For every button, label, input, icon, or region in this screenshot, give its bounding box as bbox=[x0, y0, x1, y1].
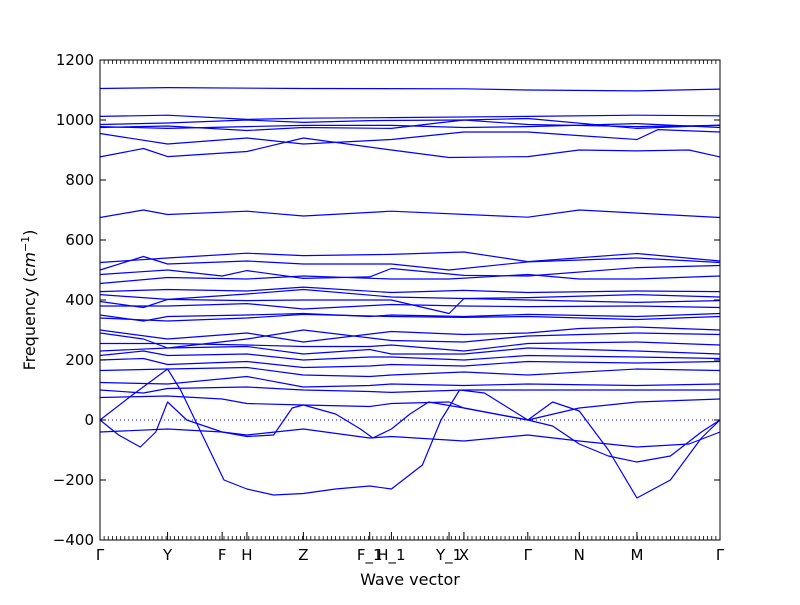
x-tick-label: X bbox=[459, 546, 469, 564]
y-tick-label: −400 bbox=[53, 531, 94, 549]
phonon-branch-1 bbox=[99, 87, 721, 92]
phonon-branch-22 bbox=[99, 345, 721, 355]
phonon-branch-6 bbox=[99, 129, 721, 145]
phonon-branch-31 bbox=[99, 368, 721, 499]
x-tick-label: Γ bbox=[524, 546, 533, 564]
phonon-branch-11 bbox=[99, 264, 721, 279]
phonon-branch-18 bbox=[99, 313, 721, 322]
x-tick-label: F bbox=[218, 546, 227, 564]
x-tick-label: Γ bbox=[716, 546, 725, 564]
x-axis-label: Wave vector bbox=[360, 570, 460, 589]
phonon-branch-13 bbox=[99, 286, 721, 294]
x-tick-label: Y bbox=[162, 546, 173, 564]
phonon-branch-25 bbox=[99, 366, 721, 378]
y-tick-label: 800 bbox=[65, 171, 94, 189]
y-axis-label-main: Frequency ( bbox=[20, 276, 39, 370]
y-axis-label-exponent: −1 bbox=[19, 236, 32, 252]
phonon-branch-29 bbox=[99, 401, 721, 463]
series-layer bbox=[99, 87, 721, 499]
phonon-branch-9 bbox=[99, 251, 721, 264]
phonon-branch-26 bbox=[99, 375, 721, 388]
phonon-branch-23 bbox=[99, 350, 721, 361]
x-axis-ticks: Γ Y F H Z F_1H_1 Y_1X Γ N M Γ bbox=[96, 532, 725, 565]
phonon-branch-28 bbox=[99, 395, 721, 421]
y-tick-label: −200 bbox=[53, 471, 94, 489]
phonon-branch-24 bbox=[99, 357, 721, 369]
y-tick-label: 0 bbox=[84, 411, 94, 429]
phonon-branch-30 bbox=[99, 428, 721, 448]
phonon-branch-15 bbox=[99, 297, 721, 315]
phonon-branch-2 bbox=[99, 114, 721, 120]
x-tick-label: H_1 bbox=[377, 546, 405, 565]
x-tick-label: N bbox=[574, 546, 585, 564]
phonon-branch-7 bbox=[99, 137, 721, 159]
x-tick-label: M bbox=[630, 546, 643, 564]
phonon-branch-19 bbox=[99, 326, 721, 343]
x-tick-label: H bbox=[241, 546, 252, 564]
phonon-branch-27 bbox=[99, 386, 720, 394]
y-axis-label: Frequency (cm−1) bbox=[19, 230, 40, 371]
x-tick-label: Z bbox=[298, 546, 308, 564]
phonon-branch-3 bbox=[99, 119, 721, 128]
x-tick-label: Γ bbox=[96, 546, 105, 564]
y-tick-label: 600 bbox=[65, 231, 94, 249]
x-minor-ticks bbox=[99, 60, 721, 540]
y-tick-label: 200 bbox=[65, 351, 94, 369]
y-tick-label: 400 bbox=[65, 291, 94, 309]
y-axis-label-unit: cm bbox=[20, 252, 39, 276]
phonon-branch-16 bbox=[100, 303, 721, 310]
x-tick-label: Y_1 bbox=[435, 546, 462, 565]
y-axis-label-close: ) bbox=[20, 230, 39, 236]
phonon-branch-5 bbox=[99, 117, 721, 132]
y-axis-ticks: −400 −200 0 200 400 600 800 1000 1200 bbox=[53, 51, 720, 549]
phonon-branch-10 bbox=[99, 255, 721, 271]
phonon-branch-14 bbox=[99, 288, 721, 300]
x-tick-label: F_1 bbox=[357, 546, 383, 565]
phonon-branch-12 bbox=[99, 273, 721, 285]
y-tick-label: 1000 bbox=[56, 111, 94, 129]
phonon-branch-21 bbox=[100, 341, 721, 352]
y-tick-label: 1200 bbox=[56, 51, 94, 69]
phonon-branch-8 bbox=[99, 209, 721, 219]
